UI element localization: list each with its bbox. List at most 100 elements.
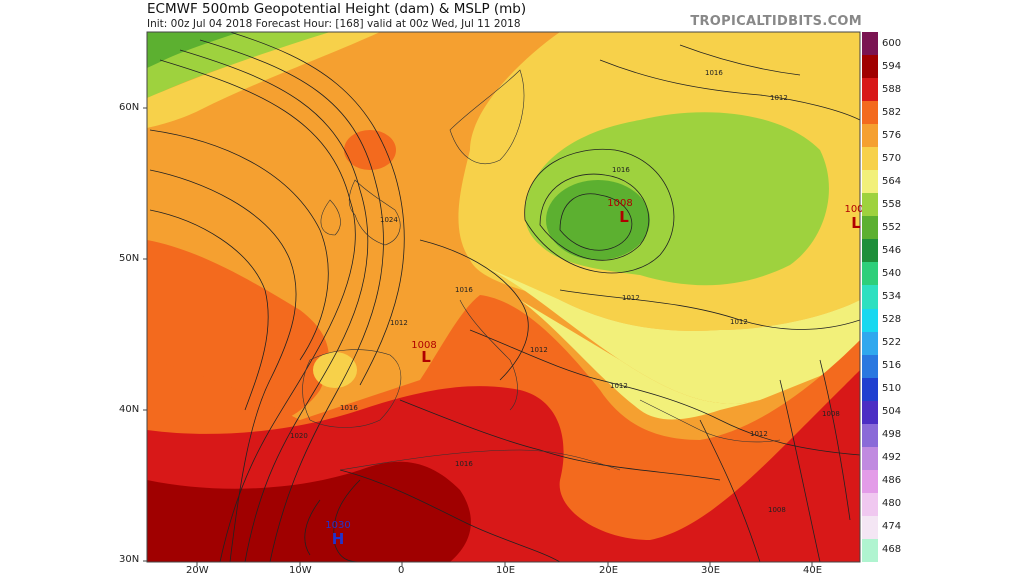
colorbar-level-label: 558 [882,198,902,210]
colorbar-segment [862,78,878,102]
colorbar-segment [862,377,878,402]
isobar-label: 1012 [730,318,748,326]
lon-label: 20W [186,565,209,576]
colorbar-level-label: 570 [882,152,902,164]
isobars [149,32,860,562]
field-576-iberia [313,352,357,388]
colorbar-segment [862,308,878,333]
isobar-label: 1012 [750,430,768,438]
low-pressure-value: 100 [844,204,863,215]
isobar-labels: 1024 1016 1012 1016 1020 1012 1016 1012 … [290,69,840,514]
field-576-balkans [520,300,760,420]
colorbar-segment [862,423,878,448]
colorbar-level-label: 492 [882,452,902,464]
high-pressure-marker: H [332,530,345,548]
axis-ticks [143,107,813,566]
isobar-label: 1012 [770,94,788,102]
colorbar-level-label: 522 [882,337,902,349]
colorbar-level-label: 498 [882,429,902,441]
field-558-nw [147,32,240,68]
isobar-label: 1016 [612,166,630,174]
isobar-label: 1024 [380,216,398,224]
isobar-label: 1012 [390,319,408,327]
lat-label: 30N [119,554,140,565]
colorbar-segment [862,469,878,494]
map-frame [146,31,861,563]
colorbar-level-label: 528 [882,314,902,326]
field-558-low [546,180,650,260]
high-pressure-value: 1030 [325,520,350,531]
colorbar-segment [862,446,878,471]
lon-label: 0 [398,565,405,576]
pressure-centers: 1008 L 1008 L 100 L 1030 H [325,198,863,548]
colorbar-segment [862,147,878,171]
lon-label: 10W [289,565,312,576]
colorbar-level-label: 594 [882,60,902,72]
colorbar-level-label: 504 [882,406,902,418]
colorbar-segment [862,285,878,309]
colorbar-segment [862,492,878,517]
colorbar-level-label: 540 [882,267,902,279]
page-title: ECMWF 500mb Geopotential Height (dam) & … [147,1,527,17]
lat-label: 40N [119,404,140,415]
isobar-label: 1016 [705,69,723,77]
colorbar-level-label: 600 [882,37,902,49]
low-pressure-marker: L [421,348,431,366]
height-field [147,32,860,562]
lon-label: 40E [803,565,823,576]
colorbar-segment [862,331,878,356]
isobar-label: 1012 [622,294,640,302]
lon-label: 20E [599,565,619,576]
colorbar-level-label: 564 [882,175,902,187]
colorbar-segment [862,170,878,194]
lon-label: 10E [496,565,516,576]
colorbar [862,32,878,563]
low-pressure-marker: L [619,208,629,226]
lat-label: 60N [119,102,140,113]
isobar-label: 1012 [530,346,548,354]
colorbar-level-label: 480 [882,498,902,510]
isobar-label: 1016 [340,404,358,412]
low-pressure-marker: L [851,214,861,232]
colorbar-level-label: 552 [882,221,902,233]
brand-watermark: TROPICALTIDBITS.COM [690,14,862,29]
field-588-scotland [344,130,396,170]
colorbar-level-label: 546 [882,244,902,256]
lon-label: 30E [701,565,721,576]
colorbar-segment [862,262,878,286]
colorbar-level-label: 588 [882,83,902,95]
isobar-label: 1016 [455,460,473,468]
field-576-central [470,260,860,404]
colorbar-level-label: 510 [882,383,902,395]
colorbar-level-label: 468 [882,544,902,556]
colorbar-segment [862,354,878,379]
colorbar-segment [862,32,878,56]
coastlines [302,69,781,471]
colorbar-segment [862,55,878,79]
colorbar-segment [862,101,878,125]
colorbar-level-label: 534 [882,291,902,302]
isobar-label: 1016 [455,286,473,294]
colorbar-segment [862,193,878,217]
colorbar-segment [862,124,878,148]
colorbar-level-label: 576 [882,129,902,141]
isobar-label: 1020 [290,432,308,440]
colorbar-segment [862,515,878,540]
isobar-label: 1008 [822,410,840,418]
isobar-label: 1008 [768,506,786,514]
colorbar-level-label: 582 [882,106,902,118]
field-564-nw [147,32,330,98]
colorbar-level-label: 474 [882,521,902,533]
low-pressure-value: 1008 [411,340,436,351]
isobar-label: 1012 [610,382,628,390]
colorbar-level-label: 486 [882,475,902,487]
colorbar-segment [862,538,878,563]
colorbar-segment [862,216,878,240]
colorbar-segment [862,239,878,263]
lat-label: 50N [119,253,140,264]
forecast-info: Init: 00z Jul 04 2018 Forecast Hour: [16… [147,18,521,30]
low-pressure-value: 1008 [607,198,632,209]
colorbar-level-label: 516 [882,360,902,372]
colorbar-segment [862,400,878,425]
